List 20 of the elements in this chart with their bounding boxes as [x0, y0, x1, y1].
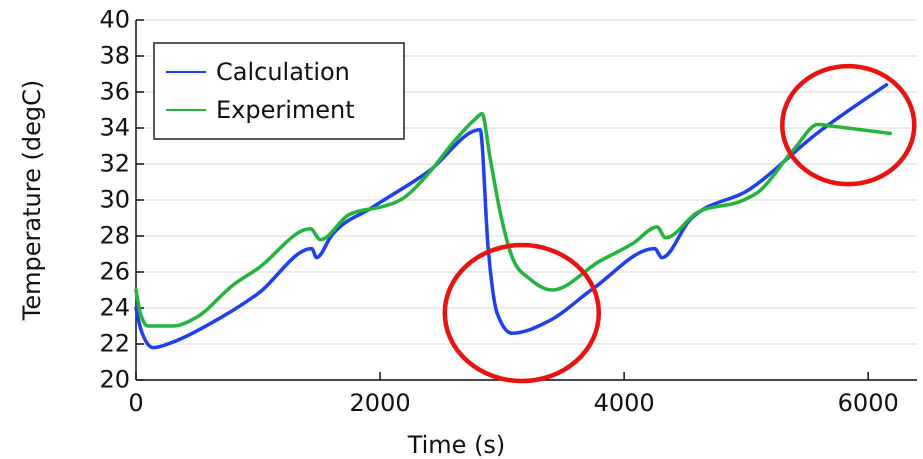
legend-label: Calculation [216, 58, 350, 86]
y-tick-label: 28 [99, 222, 130, 250]
y-tick-label: 22 [99, 330, 130, 358]
x-tick-label: 2000 [350, 389, 411, 418]
y-axis-title: Temperature (degC) [18, 80, 46, 322]
y-tick-label: 32 [99, 150, 130, 178]
x-tick-label: 0 [128, 389, 144, 418]
y-tick-label: 34 [99, 114, 130, 142]
x-axis-title: Time (s) [406, 431, 506, 459]
y-tick-label: 38 [99, 42, 130, 70]
y-tick-label: 20 [99, 366, 130, 394]
y-tick-label: 24 [99, 294, 130, 322]
y-tick-label: 30 [99, 186, 130, 214]
line-series [134, 83, 888, 350]
x-tick-label: 6000 [838, 389, 899, 418]
y-tick-label: 26 [99, 258, 130, 286]
y-tick-label: 40 [99, 6, 130, 34]
y-tick-label: 36 [99, 78, 130, 106]
x-tick-label: 4000 [594, 389, 655, 418]
legend-label: Experiment [216, 96, 355, 124]
